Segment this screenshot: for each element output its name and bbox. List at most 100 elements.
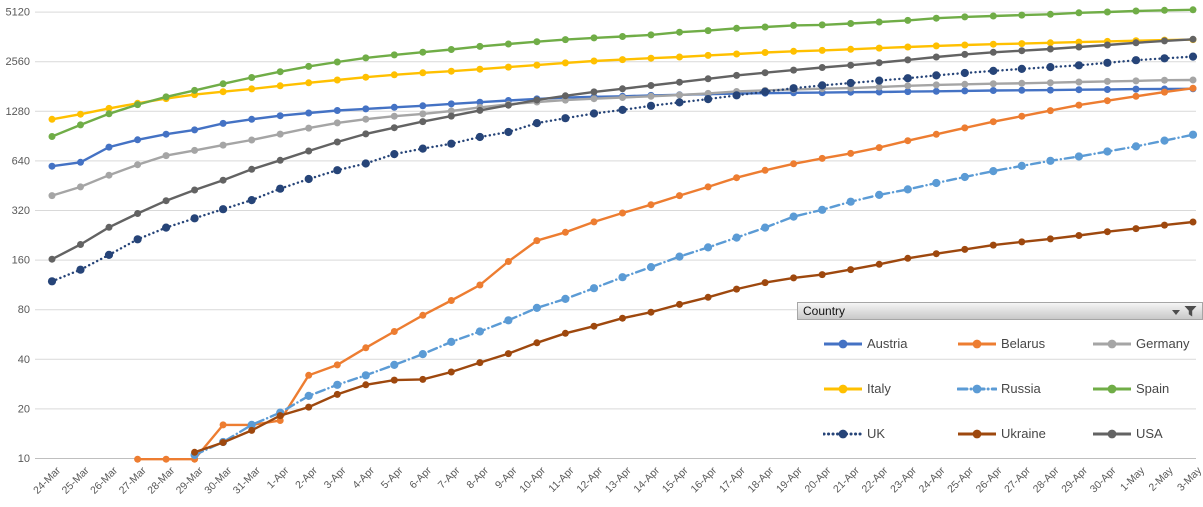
data-point-usa	[162, 197, 170, 205]
data-point-usa	[1075, 43, 1083, 51]
legend-item-ukraine[interactable]: Ukraine	[957, 425, 1046, 442]
data-point-italy	[305, 79, 313, 87]
data-point-italy	[818, 46, 826, 54]
data-point-austria	[333, 107, 341, 114]
data-point-spain	[989, 12, 997, 20]
x-axis-tick-label: 14-Apr	[631, 464, 662, 495]
data-point-italy	[390, 71, 398, 79]
x-axis-tick-label: 25-Mar	[60, 464, 92, 496]
data-point-uk	[1074, 61, 1083, 70]
data-point-germany	[989, 80, 997, 88]
data-point-russia	[618, 273, 627, 282]
filter-funnel-icon[interactable]	[1184, 305, 1197, 318]
x-axis-tick-label: 5-Apr	[379, 464, 406, 491]
data-point-germany	[1132, 77, 1140, 85]
legend-label-spain: Spain	[1136, 381, 1170, 396]
data-point-germany	[333, 119, 341, 127]
data-point-belarus	[619, 209, 626, 217]
data-point-ukraine	[961, 245, 969, 253]
data-point-spain	[1189, 6, 1197, 14]
data-point-germany	[248, 136, 256, 144]
x-axis-tick-label: 28-Apr	[1031, 464, 1062, 495]
legend-label-germany: Germany	[1136, 336, 1190, 351]
data-point-germany	[447, 107, 455, 115]
data-point-russia	[1188, 130, 1198, 139]
data-point-spain	[533, 38, 541, 46]
y-axis-tick-label: 20	[18, 403, 30, 415]
data-point-germany	[191, 146, 199, 154]
data-point-uk	[989, 66, 998, 75]
y-axis-tick-label: 10	[18, 453, 30, 465]
data-point-russia	[846, 197, 855, 206]
x-axis-tick-label: 26-Mar	[88, 464, 120, 496]
data-point-russia	[646, 263, 656, 272]
data-point-belarus	[447, 297, 455, 304]
data-point-ukraine	[561, 329, 569, 337]
data-point-usa	[847, 61, 855, 69]
data-point-russia	[932, 178, 941, 188]
legend-item-spain[interactable]: Spain	[1092, 380, 1169, 397]
data-point-uk	[732, 91, 741, 100]
data-point-italy	[77, 110, 84, 118]
data-point-spain	[77, 121, 84, 129]
data-point-italy	[847, 45, 855, 53]
data-point-belarus	[904, 137, 912, 145]
data-point-uk	[932, 71, 941, 80]
legend-item-germany[interactable]: Germany	[1092, 335, 1189, 352]
data-point-belarus	[1161, 88, 1168, 96]
legend-item-uk[interactable]: UK	[823, 425, 885, 442]
data-point-spain	[1161, 6, 1168, 14]
data-point-austria	[219, 119, 227, 127]
caret-down-icon[interactable]	[1172, 309, 1180, 315]
country-filter-button[interactable]: Country	[797, 302, 1203, 320]
x-axis-tick-label: 19-Apr	[774, 464, 805, 495]
data-point-ukraine	[1161, 221, 1168, 229]
legend-item-italy[interactable]: Italy	[823, 380, 891, 397]
x-axis-tick-label: 29-Mar	[174, 464, 206, 496]
data-point-uk	[162, 223, 171, 232]
data-point-italy	[219, 88, 227, 96]
data-point-russia	[1017, 161, 1026, 170]
x-axis-tick-label: 31-Mar	[231, 464, 263, 496]
data-point-germany	[647, 92, 655, 100]
data-point-russia	[418, 350, 427, 359]
x-axis-tick-label: 3-Apr	[322, 464, 349, 491]
data-point-usa	[248, 165, 256, 173]
y-axis-tick-label: 40	[18, 354, 30, 366]
data-point-italy	[1075, 38, 1083, 46]
legend-label-belarus: Belarus	[1001, 336, 1046, 351]
data-point-spain	[276, 68, 284, 76]
data-point-russia	[1160, 136, 1169, 145]
data-point-russia	[818, 205, 827, 214]
x-axis-tick-label: 20-Apr	[803, 464, 834, 495]
legend-item-belarus[interactable]: Belarus	[957, 335, 1045, 352]
legend-label-usa: USA	[1136, 426, 1163, 441]
data-point-belarus	[504, 258, 512, 265]
y-axis-tick-label: 80	[18, 304, 30, 316]
data-point-belarus	[1046, 107, 1054, 115]
data-point-ukraine	[1046, 235, 1054, 243]
data-point-belarus	[305, 371, 313, 379]
data-point-italy	[419, 69, 427, 77]
x-axis-tick-label: 21-Apr	[831, 464, 862, 495]
data-point-usa	[48, 255, 56, 263]
data-point-ukraine	[904, 254, 912, 262]
legend-label-austria: Austria	[867, 336, 908, 351]
legend-label-uk: UK	[867, 426, 886, 441]
legend-item-usa[interactable]: USA	[1092, 425, 1163, 442]
data-point-ukraine	[790, 274, 798, 282]
data-point-usa	[733, 71, 741, 79]
data-point-germany	[390, 112, 398, 120]
data-point-russia	[989, 167, 998, 176]
data-point-italy	[961, 41, 969, 49]
legend-item-russia[interactable]: Russia	[957, 380, 1041, 397]
data-point-uk	[675, 98, 684, 107]
data-point-russia	[875, 190, 884, 199]
data-point-russia	[304, 391, 313, 400]
data-point-usa	[276, 156, 284, 164]
data-point-usa	[1189, 35, 1197, 43]
data-point-belarus	[733, 174, 741, 182]
data-point-austria	[362, 105, 370, 113]
data-point-belarus	[676, 192, 683, 200]
legend-item-austria[interactable]: Austria	[823, 335, 907, 352]
